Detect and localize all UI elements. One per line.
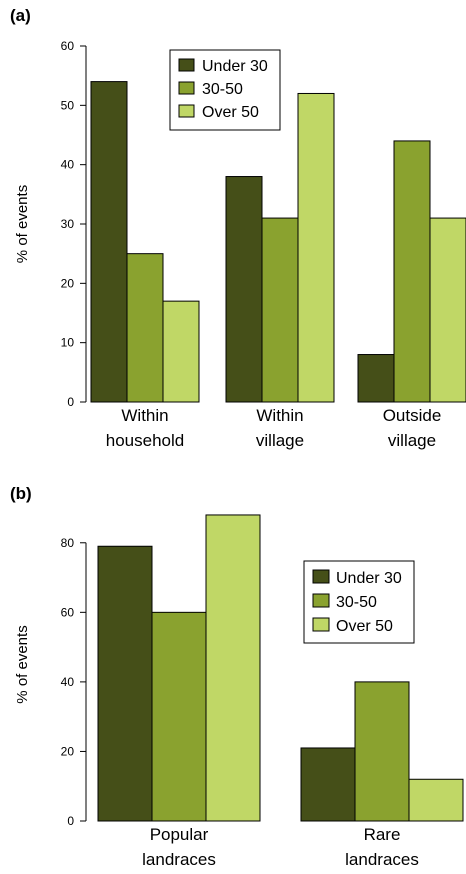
p0-bar-2-2: [261, 217, 299, 403]
p0-category-label: Within: [256, 406, 303, 425]
p1-panel-label: (b): [10, 484, 32, 503]
p0-y-tick-label: 20: [61, 276, 75, 290]
p0-y-tick-label: 0: [67, 395, 74, 409]
p1-y-tick-label: 0: [67, 814, 74, 828]
p1-legend-swatch: [312, 593, 330, 608]
p1-legend-swatch: [312, 569, 330, 584]
p0-bar-1-3: [162, 300, 200, 403]
p0-y-tick-label: 30: [61, 217, 75, 231]
p0-bar-1-1: [90, 81, 128, 403]
p1-y-axis-title: % of events: [14, 625, 31, 703]
p0-y-axis-title: % of events: [14, 185, 31, 263]
p0-bar-3-2: [393, 140, 431, 403]
p0-legend-swatch: [178, 58, 195, 72]
p0-y-tick-label: 10: [61, 336, 75, 350]
p1-bar-1-3: [205, 514, 261, 822]
p0-y-tick-label: 40: [61, 158, 75, 172]
p0-bar-3-1: [357, 354, 395, 403]
p0-legend-label: Over 50: [202, 104, 259, 121]
p0-bar-1-2: [126, 253, 164, 403]
p1-y-tick-label: 40: [61, 675, 75, 689]
p1-category-label: Popular: [150, 825, 209, 844]
p0-category-label: household: [106, 431, 184, 450]
p1-bar-2-1: [300, 747, 356, 822]
p0-bar-3-3: [429, 217, 466, 403]
p1-category-label: landraces: [345, 850, 419, 869]
p1-bar-2-3: [408, 778, 464, 822]
p0-legend-swatch: [178, 81, 195, 95]
p0-category-label: village: [388, 431, 436, 450]
p0-y-tick-label: 50: [61, 98, 75, 112]
p0-bar-2-3: [297, 92, 335, 403]
p1-y-tick-label: 60: [61, 605, 75, 619]
p0-legend-swatch: [178, 104, 195, 118]
p0-bar-2-1: [225, 176, 263, 403]
p0-y-tick-label: 60: [61, 39, 75, 53]
p1-y-tick-label: 80: [61, 536, 75, 550]
p1-legend-label: 30-50: [336, 594, 377, 611]
p0-category-label: village: [256, 431, 304, 450]
p1-bar-1-1: [97, 545, 153, 822]
p0-legend-label: Under 30: [202, 58, 268, 75]
p1-legend-label: Under 30: [336, 570, 402, 587]
p1-category-label: landraces: [142, 850, 216, 869]
p1-bar-2-2: [354, 681, 410, 822]
p0-category-label: Within: [121, 406, 168, 425]
p0-category-label: Outside: [383, 406, 442, 425]
p0-legend-label: 30-50: [202, 81, 243, 98]
p1-legend-swatch: [312, 617, 330, 632]
p0-panel-label: (a): [10, 6, 31, 25]
p1-legend-label: Over 50: [336, 618, 393, 635]
p1-bar-1-2: [151, 611, 207, 822]
p1-category-label: Rare: [364, 825, 401, 844]
p1-y-tick-label: 20: [61, 744, 75, 758]
